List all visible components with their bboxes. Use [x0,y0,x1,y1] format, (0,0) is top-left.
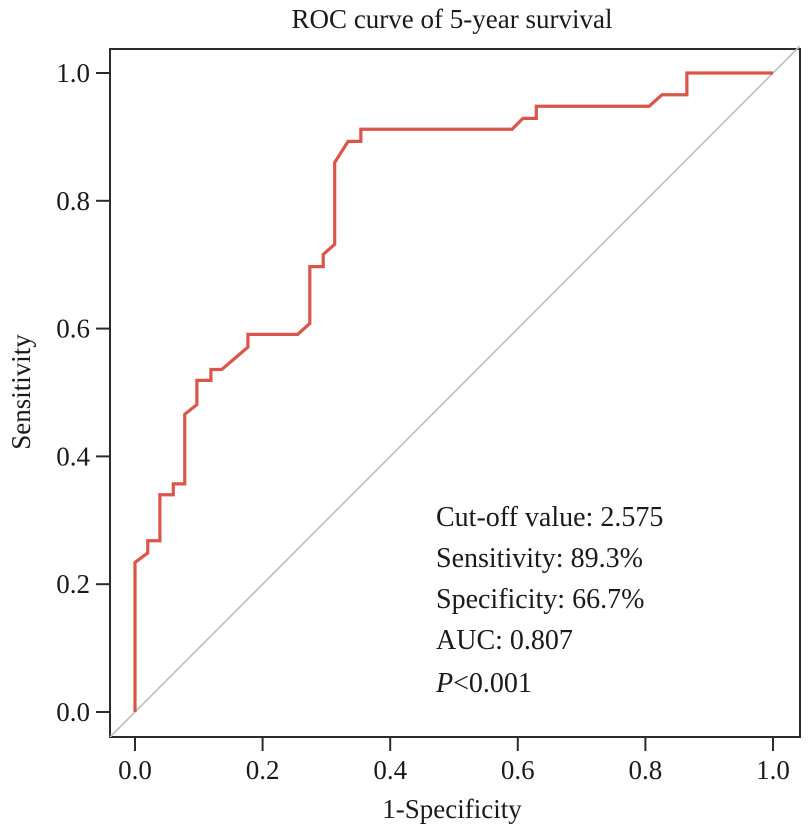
plot-frame [109,48,801,738]
y-axis-label: Sensitivity [6,334,36,450]
x-axis: 0.0 0.2 0.4 0.6 0.8 1.0 [118,737,790,785]
y-tick-label: 0.0 [56,697,90,727]
annotation-cutoff: Cut-off value: 2.575 [436,502,663,533]
annotation-auc-label: AUC: [436,625,510,656]
annotation-specificity: Specificity: 66.7% [436,584,644,615]
roc-curve-line [133,71,773,712]
y-tick-label: 0.6 [56,314,90,344]
annotation-specificity-label: Specificity: [436,584,572,615]
y-tick-label: 1.0 [56,58,90,88]
reference-diagonal-line [109,45,801,738]
annotation-cutoff-label: Cut-off value: [436,502,600,533]
y-tick-label: 0.8 [56,186,90,216]
annotation-p-label: P [435,668,453,699]
annotation-sensitivity-value: 89.3% [571,543,643,574]
annotation-specificity-value: 66.7% [572,584,644,615]
annotation-p-value-number: <0.001 [453,668,532,699]
x-tick-label: 0.4 [373,755,407,785]
stats-annotation: Cut-off value: 2.575 Sensitivity: 89.3% … [435,502,663,699]
x-tick-label: 0.0 [118,755,152,785]
annotation-cutoff-value: 2.575 [600,502,663,533]
annotation-sensitivity-label: Sensitivity: [436,543,571,574]
y-tick-label: 0.2 [56,569,90,599]
annotation-auc-value: 0.807 [510,625,573,656]
y-tick-label: 0.4 [56,441,90,471]
y-axis: 0.0 0.2 0.4 0.6 0.8 1.0 [56,58,110,727]
x-tick-label: 1.0 [756,755,790,785]
annotation-sensitivity: Sensitivity: 89.3% [436,543,643,574]
x-tick-label: 0.8 [629,755,663,785]
x-tick-label: 0.2 [246,755,280,785]
x-tick-label: 0.6 [501,755,535,785]
annotation-p-value: P<0.001 [435,668,532,699]
chart-title: ROC curve of 5-year survival [292,4,613,34]
annotation-auc: AUC: 0.807 [436,625,573,656]
x-axis-label: 1-Specificity [382,794,522,824]
